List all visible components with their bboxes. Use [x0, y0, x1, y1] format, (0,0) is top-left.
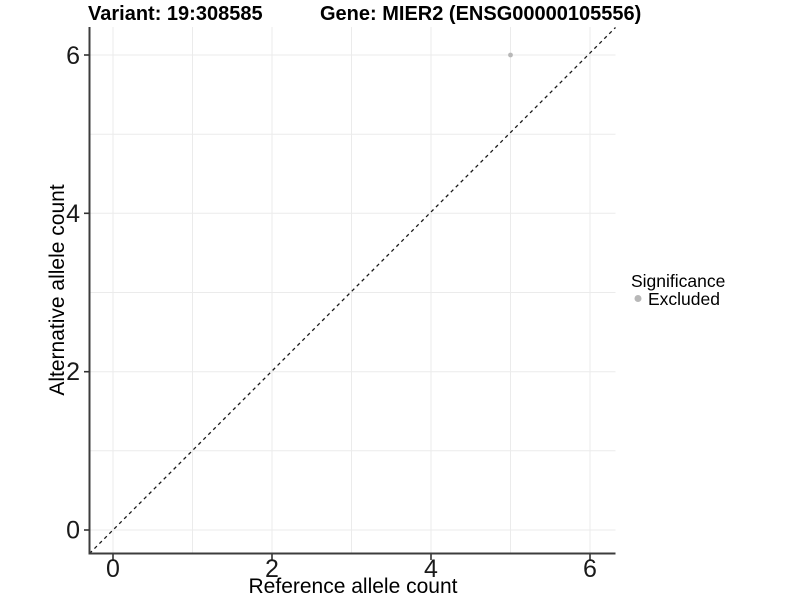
- gene-title: Gene: MIER2 (ENSG00000105556): [320, 3, 641, 25]
- x-tick-marks: [112, 554, 591, 560]
- x-tick-labels: 0 2 4 6: [106, 555, 597, 583]
- data-point-excluded: [508, 52, 513, 58]
- y-tick-label-2: 2: [66, 358, 80, 386]
- x-tick-label-0: 0: [106, 555, 120, 583]
- legend-item-label: Excluded: [648, 289, 720, 309]
- y-tick-marks: [84, 54, 90, 531]
- y-tick-labels: 0 2 4 6: [66, 42, 80, 545]
- y-tick-label-4: 4: [66, 200, 80, 228]
- x-tick-label-4: 4: [424, 555, 438, 583]
- legend-title: Significance: [631, 271, 725, 291]
- x-tick-label-6: 6: [583, 555, 597, 583]
- identity-reference-line: [89, 27, 616, 554]
- variant-title: Variant: 19:308585: [88, 3, 263, 25]
- x-tick-label-2: 2: [265, 555, 279, 583]
- legend-point-icon: [634, 295, 642, 302]
- y-tick-label-0: 0: [66, 517, 80, 545]
- legend: Significance Excluded: [631, 271, 725, 309]
- grid-lines: [89, 27, 616, 554]
- y-tick-label-6: 6: [66, 42, 80, 70]
- y-axis-title: Alternative allele count: [46, 184, 69, 395]
- x-axis-title: Reference allele count: [249, 575, 458, 598]
